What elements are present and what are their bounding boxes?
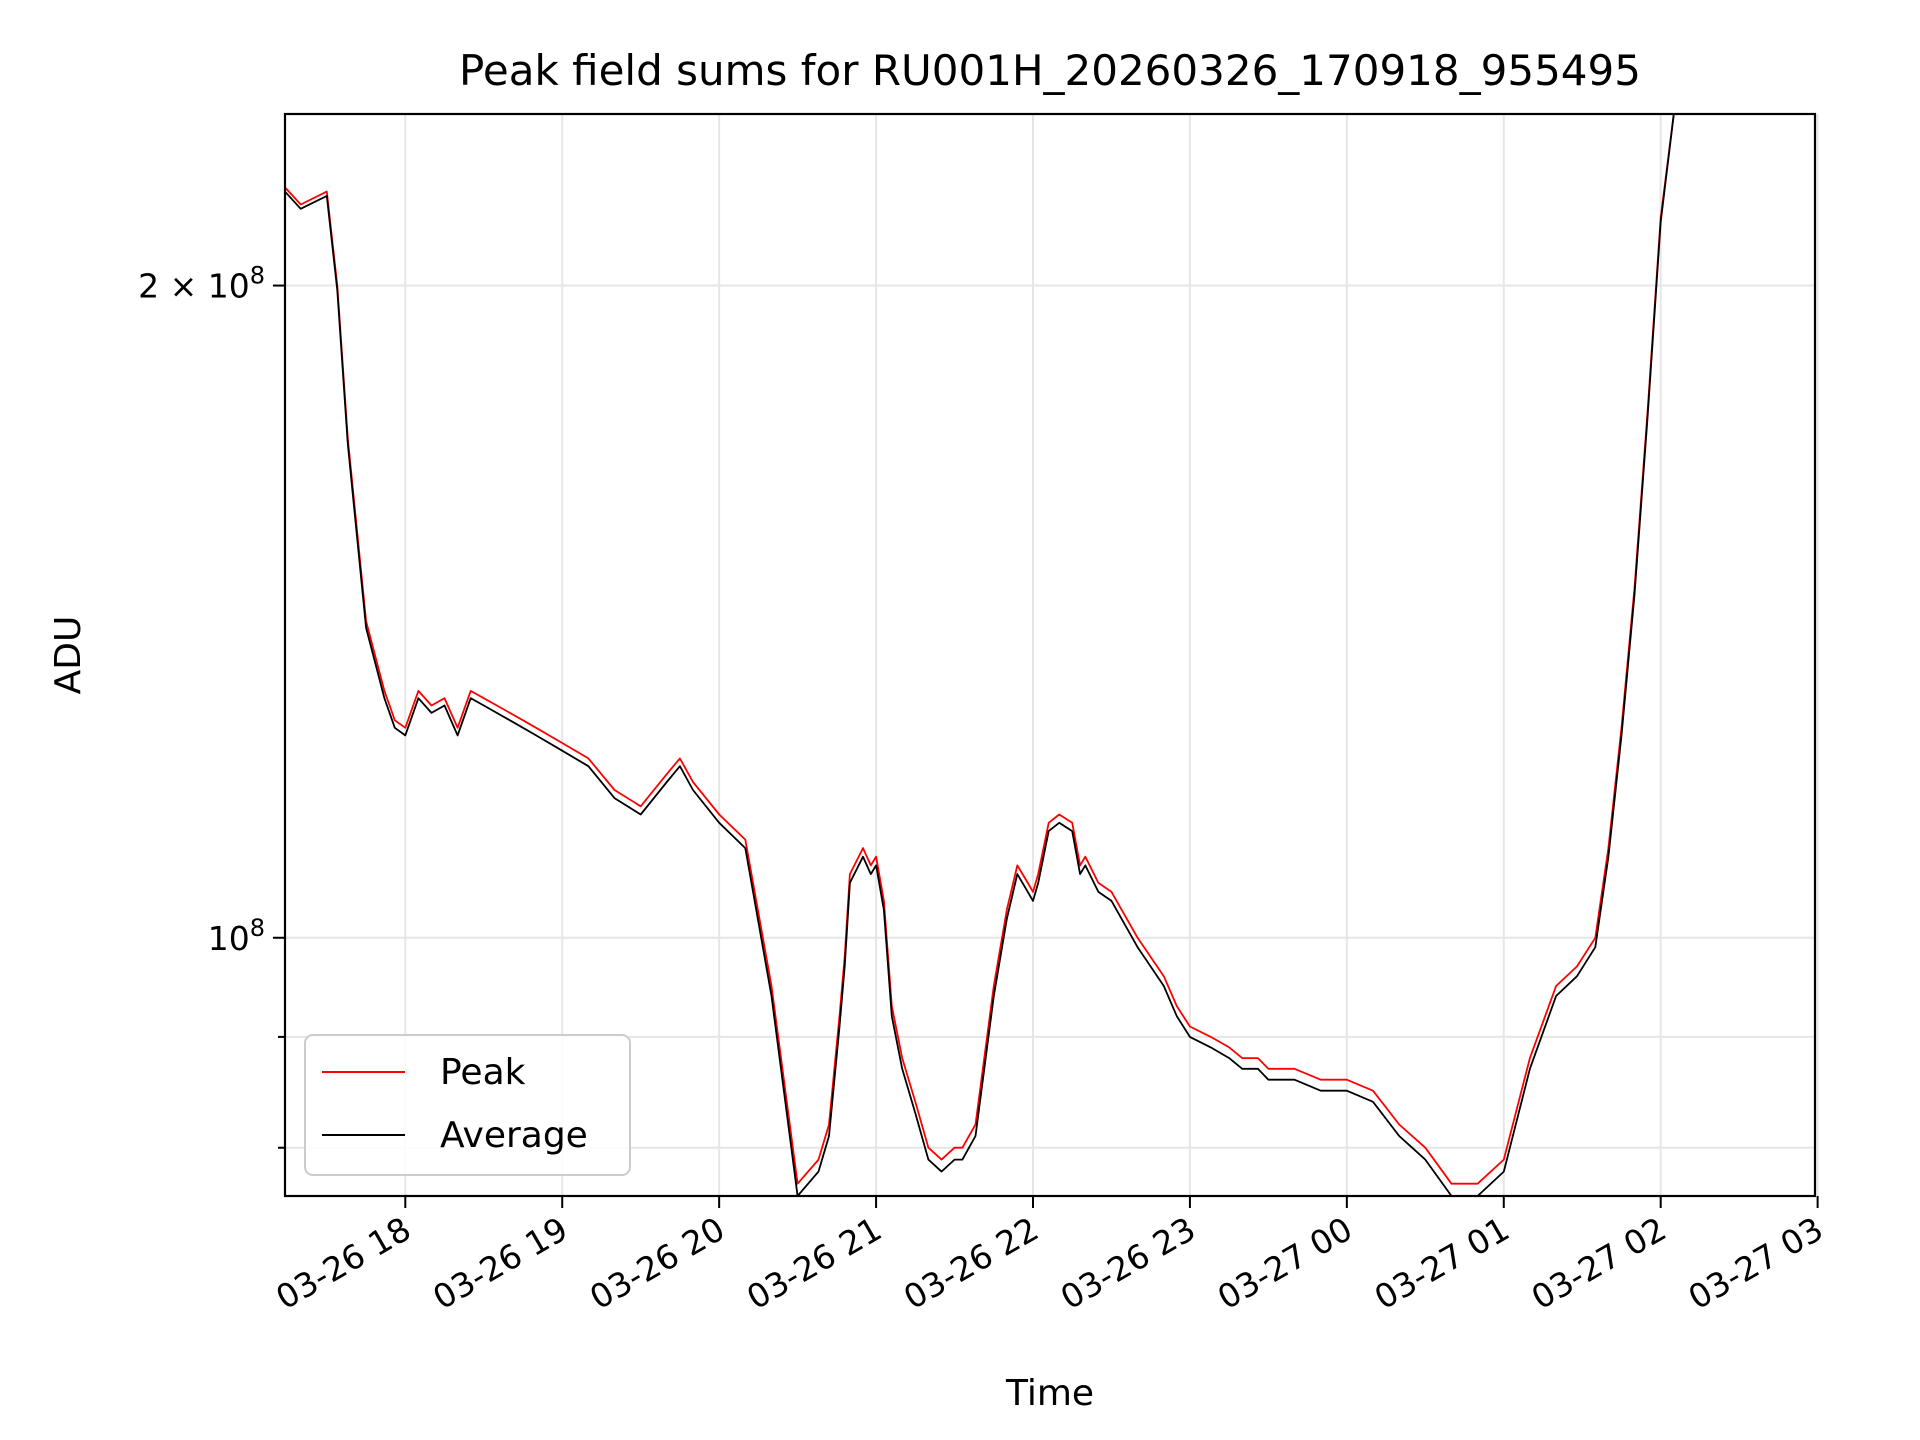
legend: Peak Average — [304, 1034, 631, 1176]
legend-box — [304, 1034, 631, 1176]
grid — [285, 114, 1819, 1196]
y-axis-label: ADU — [48, 616, 89, 695]
x-axis-label: Time — [1005, 1373, 1094, 1414]
series-line-peak — [285, 114, 1776, 1185]
legend-label-peak: Peak — [440, 1052, 526, 1093]
series-line-average — [285, 114, 1776, 1196]
y-tick-label-1: 2 × 108 — [138, 262, 265, 306]
y-tick-label-0: 108 — [208, 914, 265, 958]
chart-title: Peak field sums for RU001H_20260326_1709… — [459, 46, 1641, 95]
legend-label-average: Average — [440, 1115, 588, 1156]
series-layer — [285, 114, 1776, 1196]
plot-area-frame — [283, 112, 1817, 1198]
